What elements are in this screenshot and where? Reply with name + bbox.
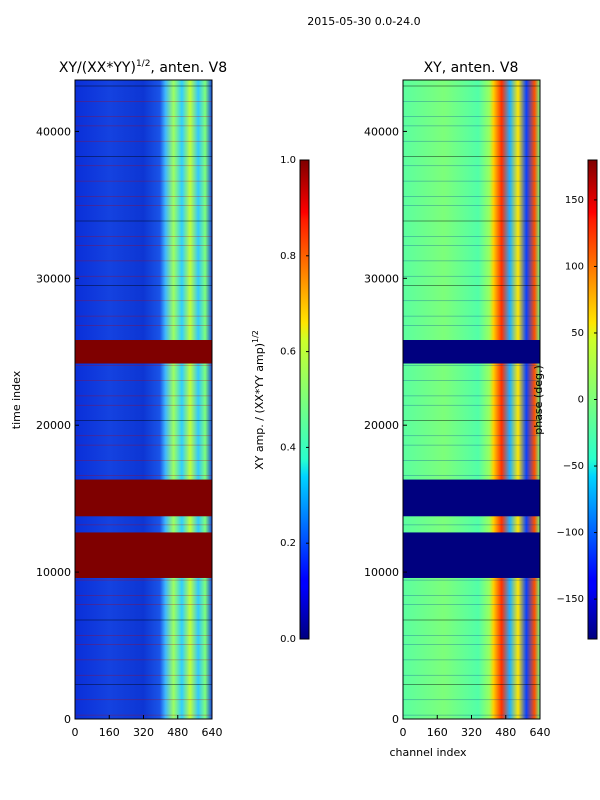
colorbar1-label: XY amp. / (XX*YY amp)1/2 — [251, 330, 266, 470]
colorbar-tick-label: 0.6 — [280, 347, 296, 358]
colorbar-tick-label: −100 — [557, 528, 584, 539]
panel2-y-axis: 0 10000 20000 30000 40000 — [364, 125, 407, 726]
panel1-heatmap-base — [75, 80, 212, 719]
saturated-band — [403, 532, 540, 578]
y-tick-label: 10000 — [364, 566, 399, 579]
panel2-x-axis: 0 160 320 480 640 — [400, 715, 551, 739]
panel2-saturated-bands — [403, 340, 540, 578]
colorbar1-ticks: 0.0 0.2 0.4 0.6 0.8 1.0 — [280, 155, 309, 645]
panel2-row-stripes — [403, 85, 540, 716]
colorbar-tick-label: −50 — [563, 461, 584, 472]
y-tick-label: 30000 — [364, 272, 399, 285]
x-tick-label: 160 — [427, 726, 448, 739]
y-tick-label: 20000 — [36, 419, 71, 432]
panel1-ylabel: time index — [10, 370, 23, 429]
colorbar-tick-label: 0 — [578, 395, 584, 406]
panel-amplitude: XY/(XX*YY)1/2, anten. V8 0 160 320 480 640 0… — [10, 59, 227, 739]
saturated-band — [403, 479, 540, 517]
panel1-saturated-bands — [75, 340, 212, 578]
colorbar2-label: phase (deg.) — [532, 365, 545, 435]
colorbar-tick-label: 100 — [565, 261, 584, 272]
panel1-title-main: XY/(XX*YY) — [59, 60, 136, 76]
colorbar-tick-label: 0.0 — [280, 634, 296, 645]
figure-suptitle: 2015-05-30 0.0-24.0 — [307, 15, 420, 28]
panel2-heatmap-base — [403, 80, 540, 719]
panel1-heatmap — [75, 80, 212, 719]
colorbar-phase: −150 −100 −50 0 50 100 150 phase (deg.) — [532, 159, 598, 640]
panel1-x-axis: 0 160 320 480 640 — [72, 715, 223, 739]
panel1-row-stripes — [75, 85, 212, 716]
x-tick-label: 640 — [202, 726, 223, 739]
colorbar2-ticks: −150 −100 −50 0 50 100 150 — [557, 195, 597, 605]
colorbar1-label-main: XY amp. / (XX*YY amp) — [253, 343, 266, 470]
panel1-title-exponent: 1/2 — [136, 59, 150, 69]
y-tick-label: 0 — [64, 713, 71, 726]
colorbar1-gradient — [299, 159, 310, 640]
panel2-xlabel: channel index — [389, 746, 467, 759]
colorbar-tick-label: 1.0 — [280, 155, 296, 166]
colorbar-tick-label: 0.8 — [280, 251, 296, 262]
x-tick-label: 480 — [495, 726, 516, 739]
colorbar-tick-label: 50 — [571, 328, 584, 339]
y-tick-label: 40000 — [36, 125, 71, 138]
y-tick-label: 0 — [392, 713, 399, 726]
saturated-band — [75, 479, 212, 517]
y-tick-label: 30000 — [36, 272, 71, 285]
colorbar-tick-label: −150 — [557, 594, 584, 605]
panel1-title-suffix: , anten. V8 — [150, 60, 227, 76]
panel1-y-axis: 0 10000 20000 30000 40000 — [36, 125, 79, 726]
saturated-band — [403, 340, 540, 364]
colorbar-tick-label: 0.2 — [280, 538, 296, 549]
x-tick-label: 320 — [461, 726, 482, 739]
panel1-title: XY/(XX*YY)1/2, anten. V8 — [59, 59, 227, 76]
x-tick-label: 160 — [99, 726, 120, 739]
colorbar-amplitude: 0.0 0.2 0.4 0.6 0.8 1.0 XY amp. / (XX*YY amp)… — [251, 155, 310, 645]
x-tick-label: 480 — [167, 726, 188, 739]
saturated-band — [75, 532, 212, 578]
y-tick-label: 10000 — [36, 566, 71, 579]
panel2-title: XY, anten. V8 — [424, 60, 519, 76]
x-tick-label: 320 — [133, 726, 154, 739]
x-tick-label: 640 — [530, 726, 551, 739]
x-tick-label: 0 — [400, 726, 407, 739]
panel2-heatmap — [403, 80, 540, 719]
colorbar1-label-exponent: 1/2 — [251, 330, 260, 343]
colorbar-tick-label: 150 — [565, 195, 584, 206]
panel-phase: XY, anten. V8 0 160 320 480 640 0 10000 20000 3… — [364, 60, 551, 759]
y-tick-label: 20000 — [364, 419, 399, 432]
saturated-band — [75, 340, 212, 364]
x-tick-label: 0 — [72, 726, 79, 739]
colorbar-tick-label: 0.4 — [280, 442, 296, 453]
y-tick-label: 40000 — [364, 125, 399, 138]
